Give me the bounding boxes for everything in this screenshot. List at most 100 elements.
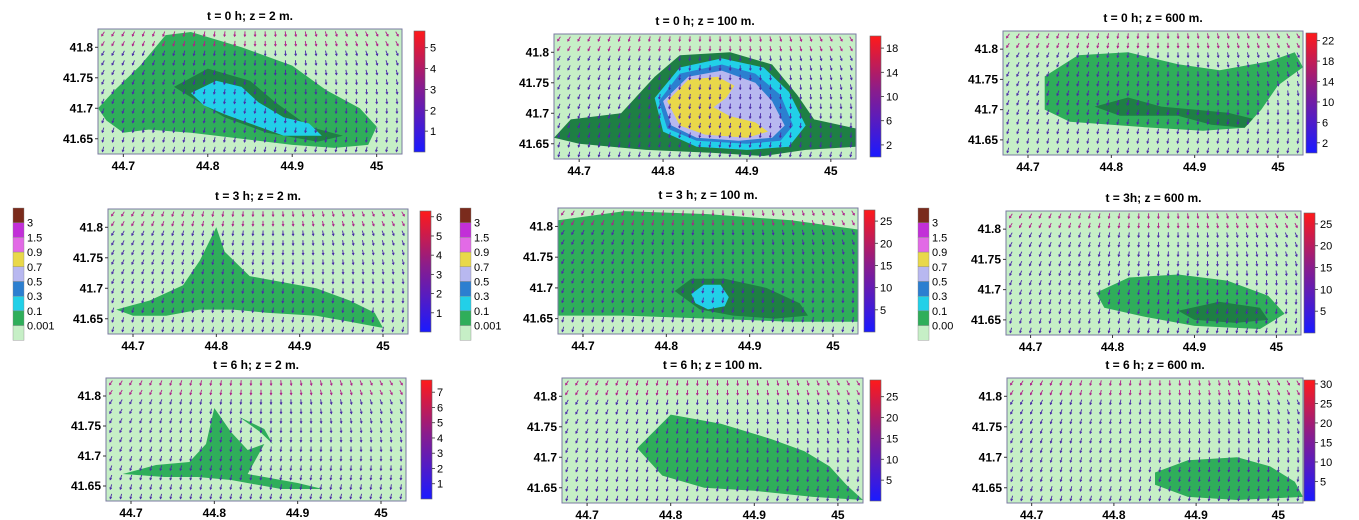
wind-vector-head (1026, 64, 1029, 68)
wind-vector-head (251, 233, 255, 237)
wind-vector-head (1106, 141, 1110, 144)
wind-vector-head (1156, 141, 1160, 144)
wind-vector-head (678, 48, 682, 52)
wind-vector-head (637, 144, 641, 148)
wind-vector-head (637, 87, 641, 91)
wind-vector-head (1176, 131, 1180, 135)
wind-vector-head (131, 223, 134, 227)
wind-vector-head (191, 223, 195, 227)
wind-vector-head (1016, 150, 1020, 154)
wind-vector-head (1216, 141, 1220, 144)
wind-vector-head (1006, 112, 1009, 116)
wind-vector-head (111, 319, 115, 323)
y-tick-label: 41.7 (978, 283, 1002, 297)
wind-vector-head (631, 319, 635, 323)
wind-vector-head (1097, 282, 1101, 286)
wind-vector-head (1245, 311, 1249, 315)
wind-vector-head (769, 48, 773, 52)
wind-vector-head (1106, 102, 1110, 106)
wind-vector-head (811, 329, 815, 333)
wind-vector-head (151, 291, 154, 294)
wind-vector-head (119, 401, 122, 405)
wind-vector-head (1036, 55, 1039, 58)
wind-vector-head (751, 232, 755, 236)
wind-vector-head (283, 91, 287, 95)
wind-vector-head (1116, 55, 1120, 59)
wind-vector-head (152, 111, 155, 114)
wind-vector-head (647, 106, 651, 110)
wind-vector-head (791, 319, 795, 323)
wind-vector-head (131, 271, 134, 275)
wind-vector-head (281, 271, 285, 275)
wind-vector-head (1086, 45, 1090, 49)
wind-vector-head (779, 48, 783, 52)
wind-vector-head (1019, 225, 1022, 229)
wind-vector-head (1236, 103, 1240, 106)
wind-vector-head (253, 34, 257, 38)
wind-vector-head (1058, 330, 1062, 334)
wind-vector-head (1127, 330, 1131, 334)
wind-vector-head (291, 271, 295, 275)
wind-vector-head (1126, 55, 1130, 59)
wind-vector-head (221, 233, 225, 237)
wind-vector-head (241, 319, 245, 323)
wind-vector-head (748, 144, 752, 148)
wind-vector-head (577, 67, 581, 71)
wind-vector-head (172, 43, 176, 47)
wind-vector-head (371, 291, 375, 295)
wind-vector-head (1078, 282, 1081, 286)
wind-vector-head (301, 262, 305, 266)
wind-vector-head (1186, 282, 1190, 286)
wind-vector-head (324, 72, 328, 76)
wind-vector-head (1028, 254, 1032, 257)
wind-vector-head (271, 214, 275, 218)
wind-vector-head (192, 130, 196, 134)
wind-vector-head (392, 233, 395, 237)
wind-vector-head (789, 106, 792, 110)
wind-vector-head (711, 300, 715, 304)
wind-vector-head (1265, 273, 1269, 277)
wind-vector-head (698, 116, 702, 120)
wind-vector-head (811, 290, 815, 294)
wind-vector-head (1046, 45, 1049, 49)
wind-vector-head (1076, 141, 1080, 144)
wind-vector-head (385, 140, 389, 143)
wind-vector-head (611, 251, 614, 255)
wind-vector-head (627, 96, 631, 100)
wind-vector-head (1206, 103, 1210, 106)
wind-vector-head (852, 222, 855, 226)
wind-vector-head (781, 310, 785, 314)
wind-vector-head (829, 58, 833, 62)
wind-vector-head (641, 300, 645, 304)
wind-vector-head (1009, 321, 1013, 324)
wind-vector-head (1276, 64, 1280, 68)
wind-vector-head (1166, 283, 1170, 286)
wind-vector (385, 79, 388, 85)
wind-vector-head (591, 222, 594, 226)
wind-vector-head (101, 53, 104, 56)
wind-vector-head (658, 135, 661, 139)
wind-vector-head (365, 43, 369, 47)
wind-vector-head (668, 58, 672, 62)
wind-vector-head (365, 101, 368, 105)
wind-vector-head (1255, 273, 1259, 277)
wind-vector-head (1147, 244, 1150, 248)
wind-vector-head (321, 291, 325, 295)
wind-vector-head (351, 310, 355, 314)
wind-vector-head (361, 310, 365, 314)
wind-vector-head (1296, 141, 1300, 145)
wind-vector-head (809, 125, 813, 129)
wind-vector-head (161, 214, 164, 217)
wind-vector-head (681, 261, 685, 265)
wind-vector-head (631, 271, 635, 275)
wind-vector-head (637, 125, 641, 129)
x-tick-label: 44.8 (651, 164, 675, 178)
wind-vector-head (211, 262, 215, 266)
wind-vector-head (821, 310, 825, 314)
wind-vector-head (641, 329, 645, 333)
wind-vector-head (109, 382, 112, 386)
wind-vector-head (651, 222, 655, 226)
wind-vector-head (768, 116, 772, 120)
wind-vector-head (345, 53, 348, 57)
wind-vector-head (587, 39, 591, 42)
